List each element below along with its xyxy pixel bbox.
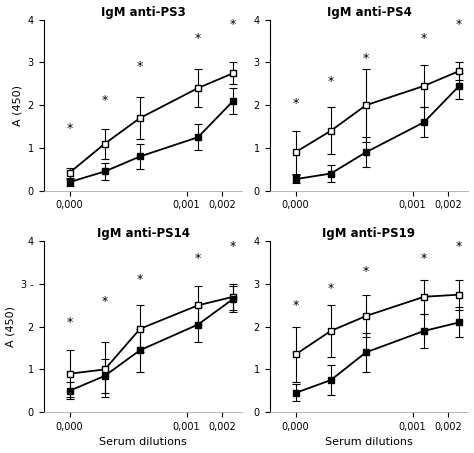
Text: *: * [137, 273, 143, 286]
Text: *: * [421, 33, 427, 45]
Text: *: * [456, 240, 462, 253]
Text: *: * [195, 33, 201, 45]
Text: *: * [137, 60, 143, 73]
Text: *: * [230, 19, 237, 31]
Title: IgM anti-PS4: IgM anti-PS4 [327, 5, 411, 19]
Text: *: * [101, 94, 108, 107]
Text: *: * [328, 75, 334, 88]
X-axis label: Serum dilutions: Serum dilutions [325, 438, 413, 448]
Text: *: * [421, 252, 427, 265]
Text: *: * [292, 299, 299, 312]
Text: *: * [328, 282, 334, 295]
Title: IgM anti-PS19: IgM anti-PS19 [322, 227, 416, 240]
Text: *: * [292, 96, 299, 110]
Text: *: * [230, 240, 237, 253]
Text: *: * [456, 19, 462, 31]
Text: *: * [363, 52, 369, 65]
Title: IgM anti-PS3: IgM anti-PS3 [100, 5, 185, 19]
Text: *: * [101, 294, 108, 308]
Text: *: * [66, 122, 73, 135]
Y-axis label: A (450): A (450) [6, 306, 16, 347]
Text: *: * [66, 316, 73, 329]
Y-axis label: A (450): A (450) [12, 85, 22, 125]
Text: *: * [363, 265, 369, 278]
Title: IgM anti-PS14: IgM anti-PS14 [97, 227, 190, 240]
X-axis label: Serum dilutions: Serum dilutions [99, 438, 187, 448]
Text: *: * [195, 252, 201, 265]
